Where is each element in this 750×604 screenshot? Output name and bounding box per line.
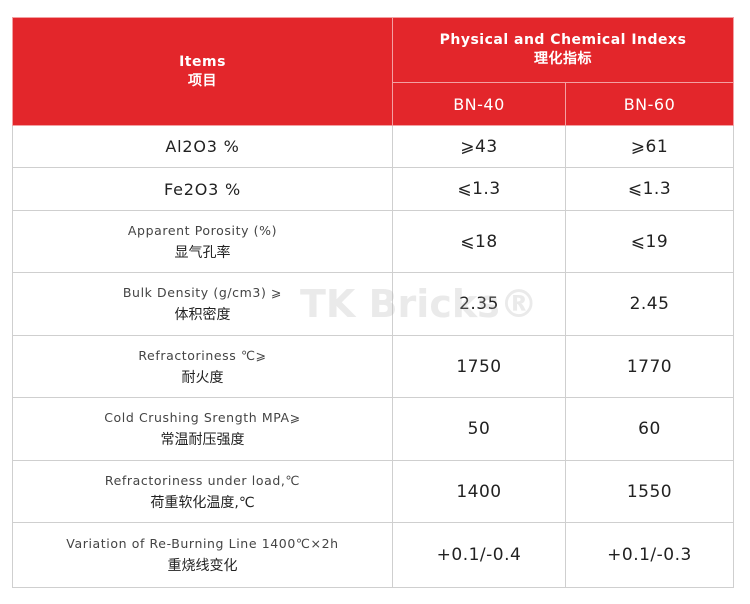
table-body: Al2O3 % ⩾43 ⩾61 Fe2O3 % ⩽1.3 ⩽1.3 Apparent Por… (12, 125, 734, 588)
items-en: Items (179, 53, 226, 70)
label-en: Al2O3 % (165, 137, 240, 156)
value-cell: 2.35 (392, 272, 566, 336)
row: Bulk Density (g/cm3) ⩾ 体积密度 2.35 2.45 (12, 272, 734, 336)
label-zh: 常温耐压强度 (160, 432, 245, 448)
value-cell: +0.1/-0.3 (565, 522, 734, 588)
index-table: Items 项目 Physical and Chemical Indexs 理化… (12, 17, 734, 588)
label-cell: Refractoriness under load,℃ 荷重软化温度,℃ (12, 460, 393, 523)
label-cell: Al2O3 % (12, 125, 393, 168)
value-cell: ⩽1.3 (565, 167, 734, 211)
row: Fe2O3 % ⩽1.3 ⩽1.3 (12, 167, 734, 211)
items-zh: 项目 (188, 72, 217, 89)
value-cell: ⩽18 (392, 210, 566, 273)
value-cell: 1750 (392, 335, 566, 398)
label-zh: 显气孔率 (174, 244, 231, 261)
row: Apparent Porosity (%) 显气孔率 ⩽18 ⩽19 (12, 210, 734, 273)
label-cell: Variation of Re-Burning Line 1400℃×2h 重烧线… (12, 522, 393, 588)
label-en: Bulk Density (g/cm3) ⩾ (122, 285, 283, 300)
row: Variation of Re-Burning Line 1400℃×2h 重烧线… (12, 522, 734, 588)
group-en: Physical and Chemical Indexs (439, 32, 687, 48)
value-cell: ⩽1.3 (392, 167, 566, 211)
label-zh: 耐火度 (181, 369, 224, 386)
label-cell: Fe2O3 % (12, 167, 393, 211)
label-cell: Bulk Density (g/cm3) ⩾ 体积密度 (12, 272, 393, 336)
group-header: Physical and Chemical Indexs 理化指标 (392, 17, 734, 83)
group-zh: 理化指标 (534, 51, 592, 67)
column-header: BN-40 (392, 82, 566, 126)
label-zh: 荷重软化温度,℃ (150, 494, 255, 511)
value-cell: 1400 (392, 460, 566, 523)
value-cell: +0.1/-0.4 (392, 522, 566, 588)
items-header: Items 项目 (12, 17, 393, 126)
label-en: Cold Crushing Srength MPA⩾ (104, 410, 301, 425)
value-cell: 60 (565, 397, 734, 461)
value-cell: 2.45 (565, 272, 734, 336)
row: Al2O3 % ⩾43 ⩾61 (12, 125, 734, 168)
value-cell: ⩽19 (565, 210, 734, 273)
value-cell: ⩾61 (565, 125, 734, 168)
label-en: Refractoriness ℃⩾ (138, 347, 267, 363)
label-cell: Apparent Porosity (%) 显气孔率 (12, 210, 393, 273)
value-cell: 1770 (565, 335, 734, 398)
label-en: Apparent Porosity (%) (127, 222, 278, 238)
value-cell: 1550 (565, 460, 734, 523)
label-cell: Refractoriness ℃⩾ 耐火度 (12, 335, 393, 398)
label-en: Variation of Re-Burning Line 1400℃×2h (66, 536, 339, 551)
row: Refractoriness under load,℃ 荷重软化温度,℃ 1400 1… (12, 460, 734, 523)
value-cell: ⩾43 (392, 125, 566, 168)
label-en: Refractoriness under load,℃ (104, 472, 301, 488)
row: Cold Crushing Srength MPA⩾ 常温耐压强度 50 60 (12, 397, 734, 461)
label-zh: 体积密度 (174, 307, 231, 323)
label-cell: Cold Crushing Srength MPA⩾ 常温耐压强度 (12, 397, 393, 461)
column-header: BN-60 (565, 82, 734, 126)
value-cell: 50 (392, 397, 566, 461)
row: Refractoriness ℃⩾ 耐火度 1750 1770 (12, 335, 734, 398)
label-zh: 重烧线变化 (167, 558, 238, 574)
label-en: Fe2O3 % (163, 179, 241, 199)
